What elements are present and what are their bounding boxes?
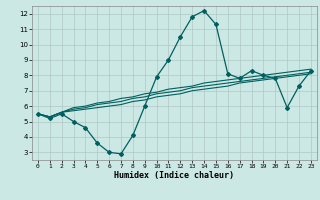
X-axis label: Humidex (Indice chaleur): Humidex (Indice chaleur) xyxy=(115,171,234,180)
